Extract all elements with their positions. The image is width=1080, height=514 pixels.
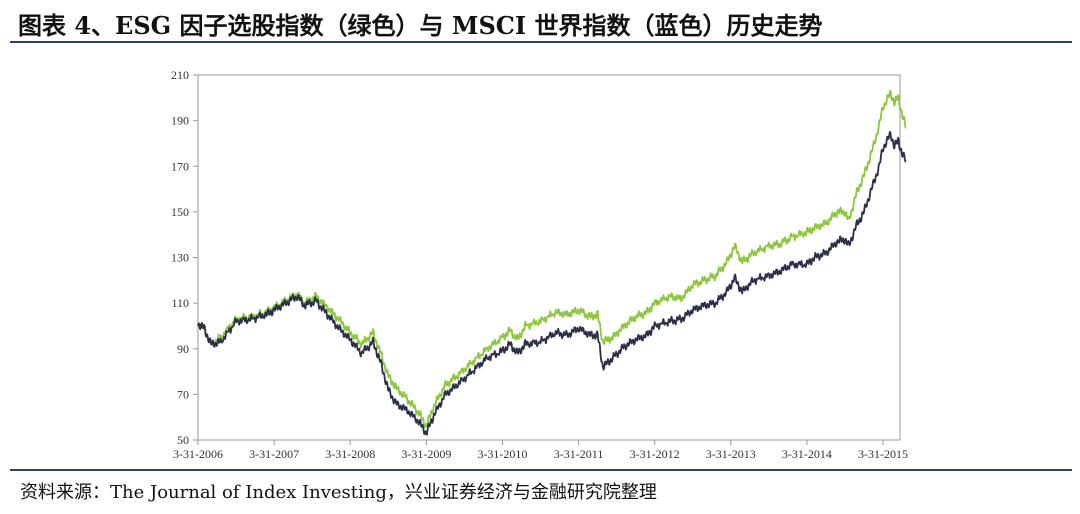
y-tick-label: 90 [177,342,189,356]
source-note: 资料来源：The Journal of Index Investing，兴业证券… [20,482,657,503]
title-divider [10,41,1072,43]
source-divider [10,469,1072,471]
y-tick-label: 50 [177,433,189,447]
x-tick-label: 3-31-2009 [401,447,451,461]
y-tick-label: 110 [171,296,189,310]
x-tick-label: 3-31-2012 [630,447,680,461]
chart-series [197,90,907,436]
x-tick-label: 3-31-2010 [477,447,527,461]
plot-frame [197,74,901,441]
y-tick-label: 170 [171,159,189,173]
y-tick-label: 150 [171,205,189,219]
x-tick-label: 3-31-2008 [325,447,375,461]
y-tick-label: 130 [171,251,189,265]
esg-series-line [197,90,907,429]
x-tick-label: 3-31-2013 [706,447,756,461]
y-tick-label: 70 [177,387,189,401]
x-axis-labels: 3-31-2006 3-31-2007 3-31-2008 3-31-2009 3-31… [173,447,908,461]
x-tick-label: 3-31-2015 [858,447,908,461]
chart-axes [193,74,901,445]
y-axis-labels: 50 70 90 110 130 150 170 190 210 [171,68,189,447]
x-tick-label: 3-31-2014 [782,447,832,461]
msci-series-line [197,130,907,436]
y-tick-label: 190 [171,114,189,128]
x-tick-label: 3-31-2007 [249,447,299,461]
x-tick-label: 3-31-2011 [554,447,604,461]
y-tick-label: 210 [171,68,189,82]
figure-title: 图表 4、ESG 因子选股指数（绿色）与 MSCI 世界指数（蓝色）历史走势 [18,11,823,40]
x-tick-label: 3-31-2006 [173,447,223,461]
